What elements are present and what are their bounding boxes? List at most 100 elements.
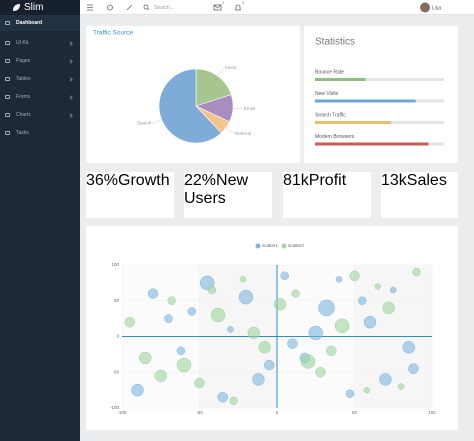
menu-item[interactable]: UI Kit xyxy=(0,35,80,51)
pie-label: Email xyxy=(244,106,255,111)
mail-badge: 3 xyxy=(222,1,224,5)
bubble xyxy=(402,340,415,354)
menu-label: Forms xyxy=(16,94,31,100)
search-input[interactable]: Search... xyxy=(154,5,174,11)
bubble xyxy=(164,314,173,323)
bubble xyxy=(154,369,167,383)
brand[interactable]: Slim xyxy=(0,0,80,15)
topbar-icons: Search... 3 5 Lisa xyxy=(87,1,441,13)
bubble xyxy=(273,298,287,311)
bubble xyxy=(335,276,343,283)
bubble xyxy=(131,383,144,397)
stat-unit: k xyxy=(398,172,407,189)
y-tick-label: 50 xyxy=(114,298,120,303)
menu-item[interactable]: Charts xyxy=(0,107,80,123)
menu-icon xyxy=(5,77,10,81)
stat-label: Profit xyxy=(308,172,347,189)
bubble xyxy=(291,289,300,298)
bubble xyxy=(382,301,395,315)
bubble xyxy=(345,389,355,398)
scatter-chart: -100 -50 0 50 100 100 50 0 -50 -100 scatter1 scatte… xyxy=(110,243,436,415)
menu-item[interactable]: Forms xyxy=(0,89,80,105)
pie-leader xyxy=(232,108,243,110)
chevron xyxy=(68,95,73,100)
statistics-card: Statistics Bounce Rate New Visits Search T… xyxy=(304,26,458,163)
x-tick-label: 50 xyxy=(352,410,358,415)
stat-value: 81k xyxy=(283,172,309,189)
stat-number: 22 xyxy=(184,172,202,189)
bubble xyxy=(217,392,228,403)
pie-chart: Traffic Source Direct Email Referral Search xyxy=(93,30,255,144)
menu-item[interactable]: Dashboard xyxy=(0,15,80,31)
menu-item[interactable]: Tables xyxy=(0,71,80,87)
bubble xyxy=(363,315,377,329)
legend-label[interactable]: scatter1 xyxy=(262,243,279,248)
bar-track xyxy=(315,78,444,81)
legend-swatch[interactable] xyxy=(255,243,261,249)
y-tick-label: 100 xyxy=(111,262,119,267)
stat-card-body: 36%Growth xyxy=(86,172,170,189)
bubble xyxy=(187,307,196,316)
bubble xyxy=(326,345,337,357)
bubble xyxy=(300,354,316,369)
bubble xyxy=(349,270,360,281)
statistics-title: Statistics xyxy=(315,37,355,48)
bubble xyxy=(358,296,367,305)
x-tick-label: 100 xyxy=(428,410,436,415)
bubble xyxy=(227,326,234,333)
menu-label: Tables xyxy=(16,76,31,82)
menu-label: UI Kit xyxy=(16,40,29,46)
bubble xyxy=(252,373,265,386)
stat-bar-label: Search Traffic xyxy=(315,112,346,118)
legend-label[interactable]: scatter2 xyxy=(288,243,305,248)
bubble xyxy=(408,363,419,374)
bubble xyxy=(374,283,381,290)
stat-label: Sales xyxy=(406,172,447,189)
bell-icon[interactable] xyxy=(235,4,241,11)
bubble xyxy=(229,396,238,406)
bubble xyxy=(397,383,405,390)
pie-label: Direct xyxy=(225,65,238,70)
stat-unit: % xyxy=(201,172,217,189)
bubble xyxy=(139,351,152,365)
stat-card: 36%Growth xyxy=(86,172,174,218)
search-icon[interactable] xyxy=(143,4,149,10)
legend-swatch[interactable] xyxy=(281,243,287,249)
settings-icon[interactable] xyxy=(107,4,113,11)
y-tick-label: -50 xyxy=(112,369,119,374)
bubble xyxy=(207,285,217,295)
bubble xyxy=(176,357,192,373)
mail-icon[interactable] xyxy=(213,4,222,11)
menu-item[interactable]: Tasks xyxy=(0,125,80,141)
pie-leader xyxy=(217,67,224,77)
bubble xyxy=(379,373,392,386)
bubble xyxy=(176,346,186,356)
chevron xyxy=(68,77,73,82)
menu-item[interactable]: Pages xyxy=(0,53,80,69)
stat-card-body: 81kProfit xyxy=(283,172,346,189)
bubble xyxy=(147,288,159,299)
avatar[interactable] xyxy=(420,2,430,13)
bubble xyxy=(194,377,205,389)
user-name[interactable]: Lisa xyxy=(432,5,441,11)
bubble xyxy=(308,325,323,341)
stat-bar-label: New Visits xyxy=(315,91,339,97)
stat-number: 13 xyxy=(381,172,399,189)
stat-label: New Users xyxy=(184,172,249,207)
bubble xyxy=(124,316,135,328)
bubble xyxy=(412,267,421,277)
menu-icon xyxy=(5,131,10,135)
menu-label: Dashboard xyxy=(16,20,43,26)
bubble xyxy=(334,318,350,334)
menu-icon xyxy=(5,41,10,45)
progress-bar xyxy=(315,121,392,124)
wand-icon[interactable] xyxy=(126,4,133,11)
bubble xyxy=(390,286,397,294)
x-tick-label: -100 xyxy=(117,410,127,415)
topbar: Search... 3 5 Lisa xyxy=(80,0,474,15)
stat-card: 13kSales xyxy=(381,172,458,218)
menu-label: Pages xyxy=(16,58,31,64)
pie-label: Referral xyxy=(235,131,251,136)
menu-icon[interactable] xyxy=(87,4,93,11)
